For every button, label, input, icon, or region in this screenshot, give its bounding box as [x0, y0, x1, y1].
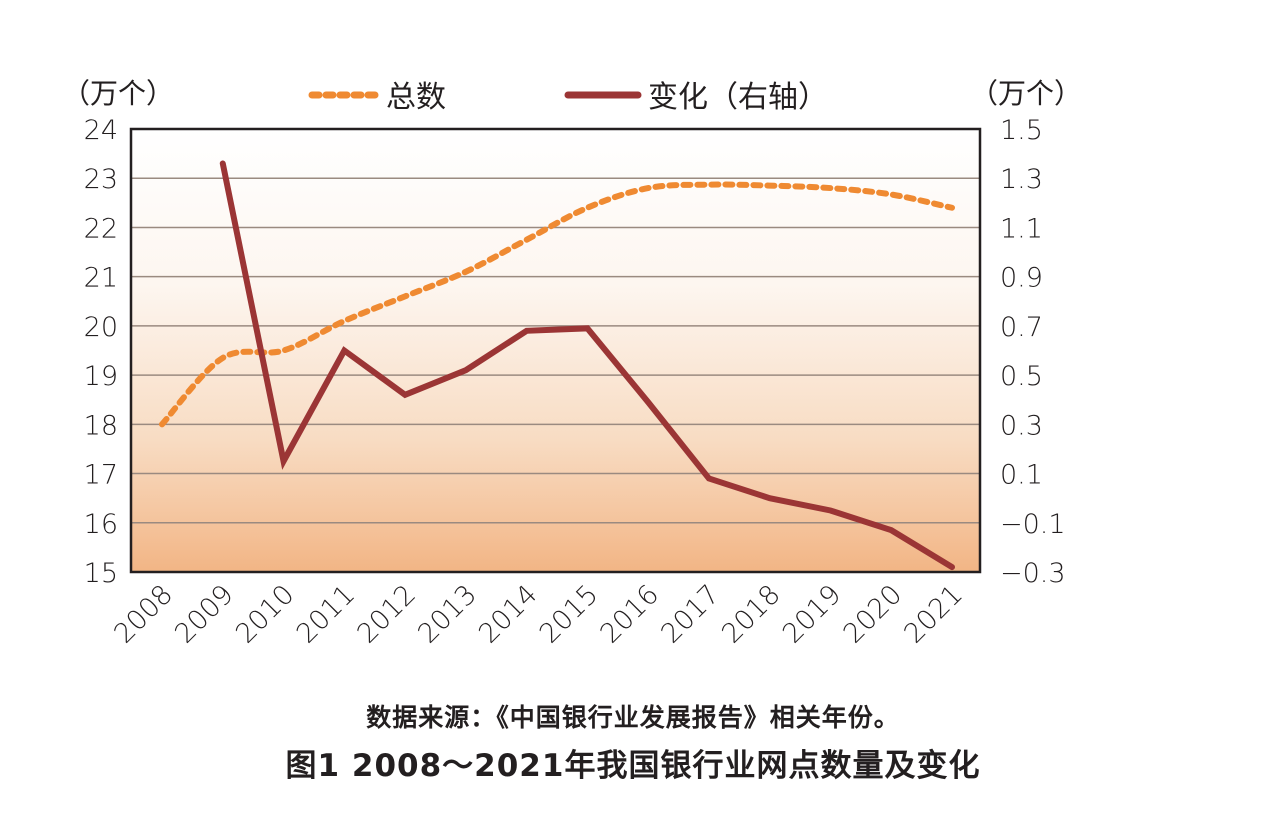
data-source-note: 数据来源：《中国银行业发展报告》相关年份。 — [366, 703, 900, 732]
left-tick-label: 16 — [84, 509, 118, 540]
left-tick-label: 22 — [84, 213, 118, 244]
x-tick-label: 2019 — [777, 579, 848, 650]
right-axis-ticks: 1.5 1.3 1.1 0.9 0.7 0.5 0.3 0.1 −0.1 −0.3 — [1000, 115, 1066, 589]
left-tick-label: 21 — [84, 263, 118, 294]
right-tick-label: 0.7 — [1000, 312, 1043, 343]
x-tick-label: 2012 — [352, 579, 423, 650]
right-tick-label: 1.3 — [1000, 164, 1043, 195]
right-tick-label: 1.5 — [1000, 115, 1043, 146]
legend-label-change: 变化（右轴） — [648, 80, 828, 115]
right-tick-label: 0.5 — [1000, 361, 1043, 392]
left-axis-unit: （万个） — [62, 77, 174, 110]
figure-caption: 图1 2008～2021年我国银行业网点数量及变化 — [285, 748, 981, 784]
left-tick-label: 24 — [84, 115, 118, 146]
right-tick-label: 0.9 — [1000, 263, 1043, 294]
right-tick-label: −0.3 — [1000, 558, 1066, 589]
x-tick-label: 2016 — [595, 579, 666, 650]
x-tick-label: 2013 — [412, 579, 483, 650]
x-tick-label: 2020 — [838, 579, 909, 650]
right-axis-unit: （万个） — [970, 77, 1082, 110]
x-tick-label: 2009 — [169, 579, 240, 650]
right-tick-label: −0.1 — [1000, 509, 1066, 540]
legend-label-total: 总数 — [386, 80, 446, 115]
right-tick-label: 0.1 — [1000, 460, 1043, 491]
series-total — [159, 181, 955, 428]
gridlines — [131, 177, 980, 524]
x-axis-ticks: 2008200920102011201220132014201520162017… — [108, 579, 969, 650]
x-tick-label: 2014 — [473, 579, 544, 650]
series-change — [219, 160, 955, 571]
x-tick-label: 2018 — [716, 579, 787, 650]
left-tick-label: 19 — [84, 361, 118, 392]
right-tick-label: 0.3 — [1000, 410, 1043, 441]
right-tick-label: 1.1 — [1000, 213, 1043, 244]
legend: 总数 变化（右轴） — [308, 80, 828, 115]
x-tick-label: 2010 — [230, 579, 301, 650]
left-tick-label: 17 — [84, 460, 118, 491]
x-tick-label: 2015 — [534, 579, 605, 650]
left-axis-ticks: 24 23 22 21 20 19 18 17 16 15 — [84, 115, 118, 589]
x-tick-label: 2008 — [108, 579, 179, 650]
x-tick-label: 2011 — [291, 579, 362, 650]
left-tick-label: 23 — [84, 164, 118, 195]
left-tick-label: 15 — [84, 558, 118, 589]
x-tick-label: 2017 — [655, 579, 726, 650]
left-tick-label: 18 — [84, 410, 118, 441]
x-tick-label: 2021 — [898, 579, 969, 650]
plot-frame — [129, 127, 982, 574]
left-tick-label: 20 — [84, 312, 118, 343]
